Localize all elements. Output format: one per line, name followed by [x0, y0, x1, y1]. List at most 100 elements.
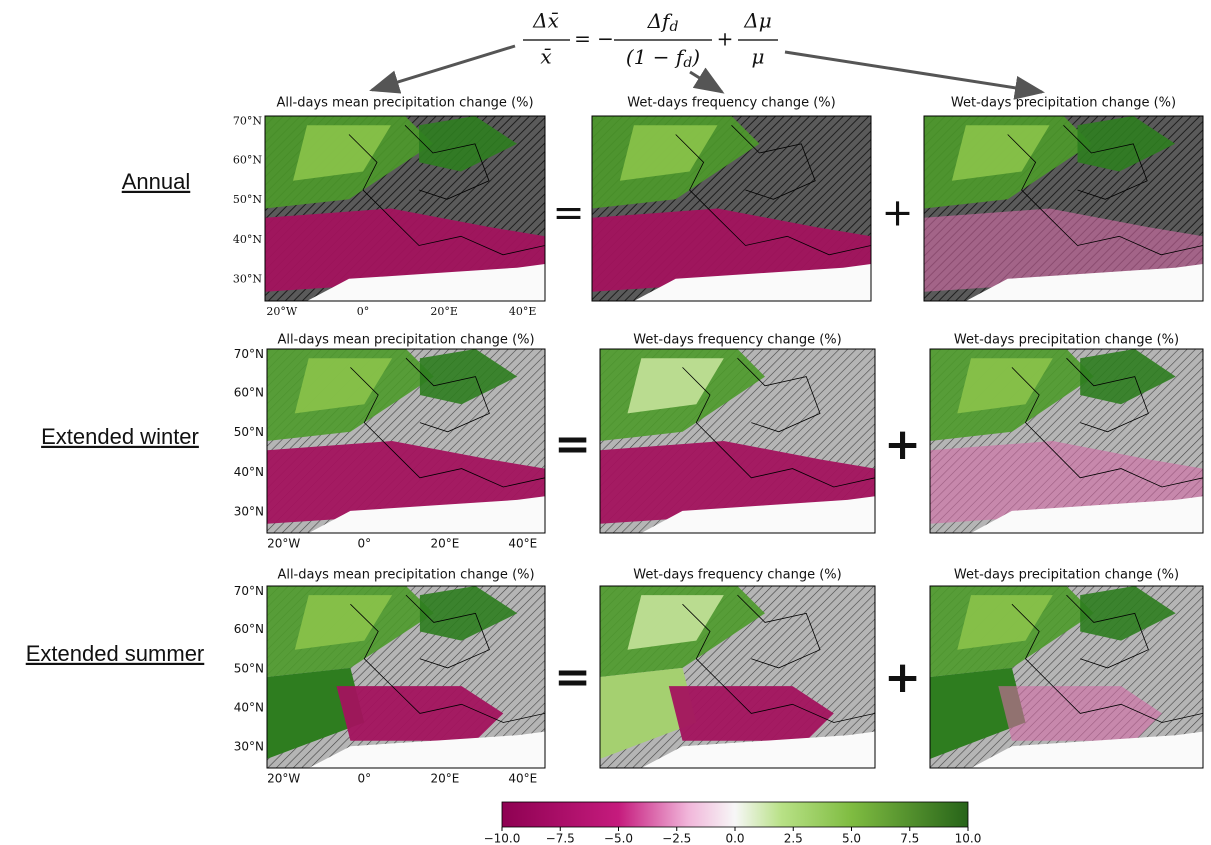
coastline [405, 357, 490, 433]
colorbar-tick-label: −5.0 [604, 832, 633, 845]
lat-label: 70°N [234, 584, 264, 598]
no-data-region [633, 264, 871, 301]
map-frame [264, 115, 546, 302]
green-region [619, 125, 718, 181]
lat-label: 30°N [234, 504, 264, 518]
panel-title: Wet-days precipitation change (%) [954, 568, 1179, 583]
lon-label: 20°W [266, 305, 297, 318]
panel-title: Wet-days precipitation change (%) [951, 96, 1176, 111]
map-panel [591, 115, 872, 302]
lat-label: 40°N [234, 465, 264, 479]
no-data-region [641, 731, 875, 768]
coastline [405, 594, 490, 669]
lon-label: 0° [357, 772, 371, 786]
map-content [930, 586, 1203, 768]
eq-t1-num: Δfd [647, 9, 679, 36]
eq-plus: + [717, 27, 734, 51]
coastline [1066, 594, 1149, 669]
colorbar-tick-label: 10.0 [955, 832, 982, 845]
green-region [419, 586, 518, 641]
arrows [369, 44, 1045, 100]
map-panel [266, 585, 546, 769]
lon-label: 20°E [430, 305, 458, 318]
lon-label: 40°E [509, 305, 537, 318]
lat-label: 60°N [234, 622, 264, 636]
map-content [267, 349, 545, 533]
panel-title: Wet-days frequency change (%) [633, 568, 842, 583]
no-data-region [307, 264, 545, 301]
green-region [294, 595, 393, 650]
map-frame [929, 348, 1204, 534]
lon-label: 0° [357, 305, 370, 318]
map-panel [599, 585, 876, 769]
eq-t1-den: (1 − fd) [626, 45, 700, 72]
lat-label: 70°N [234, 347, 264, 361]
panel-title: Wet-days frequency change (%) [627, 96, 836, 111]
map-panel [929, 585, 1204, 769]
green-region [293, 125, 391, 181]
panel-title: All-days mean precipitation change (%) [277, 333, 534, 348]
coastline [731, 125, 816, 200]
map-content [600, 349, 875, 533]
green-region [294, 358, 393, 414]
operator: = [554, 419, 591, 470]
green-region [957, 595, 1053, 650]
eq-t2-num: Δμ [743, 9, 771, 33]
lon-label: 20°W [267, 537, 300, 551]
operator: + [884, 419, 921, 470]
map-panel [929, 348, 1204, 534]
lon-label: 40°E [508, 537, 537, 551]
green-region [957, 358, 1053, 414]
coastline [350, 367, 545, 488]
map-panel [599, 348, 876, 534]
green-region [419, 116, 517, 172]
lat-label: 70°N [233, 115, 262, 128]
coastline [1063, 125, 1148, 200]
equation: Δx̄ x̄ = − Δfd (1 − fd) + Δμ μ [523, 9, 778, 72]
colorbar-tick-label: 0.0 [725, 832, 744, 845]
panel-title: Wet-days frequency change (%) [633, 333, 842, 348]
green-region [419, 349, 518, 405]
panel-title: All-days mean precipitation change (%) [277, 568, 534, 583]
lat-label: 40°N [233, 233, 262, 246]
colorbar [501, 801, 969, 828]
green-region [1077, 116, 1176, 172]
lat-label: 60°N [234, 386, 264, 400]
coastline [675, 134, 871, 256]
lat-label: 60°N [233, 153, 262, 166]
lon-label: 40°E [508, 772, 537, 786]
map-frame [599, 348, 876, 534]
lon-label: 20°W [267, 772, 300, 786]
map-content [600, 586, 875, 768]
lat-label: 40°N [234, 700, 264, 714]
eq-t2-den: μ [752, 45, 765, 69]
lat-label: 50°N [234, 661, 264, 675]
operator: = [553, 191, 585, 235]
coastline [404, 125, 490, 200]
coastline [1011, 603, 1203, 723]
eq-lhs-num: Δx̄ [532, 9, 559, 33]
coastline [737, 594, 821, 669]
green-region [627, 595, 724, 650]
map-content [265, 116, 545, 301]
no-data-region [965, 264, 1203, 301]
lat-label: 30°N [233, 273, 262, 286]
eq-part: (1 − f [626, 45, 687, 69]
panel-title: Wet-days precipitation change (%) [954, 333, 1179, 348]
row-label: Extended winter [41, 424, 199, 449]
colorbar-tick-label: −2.5 [662, 832, 691, 845]
colorbar-tick-label: 2.5 [784, 832, 803, 845]
map-frame [266, 348, 546, 534]
lat-label: 30°N [234, 740, 264, 754]
colorbar-tick-label: −7.5 [546, 832, 575, 845]
eq-equals: = − [574, 27, 614, 51]
operator: + [882, 191, 914, 235]
green-region [1080, 349, 1176, 405]
row-label: Annual [122, 169, 191, 194]
lat-label: 50°N [233, 193, 262, 206]
no-data-region [971, 731, 1203, 768]
colorbar-tick-label: 7.5 [900, 832, 919, 845]
lon-label: 20°E [430, 772, 459, 786]
coastline [1011, 367, 1203, 488]
